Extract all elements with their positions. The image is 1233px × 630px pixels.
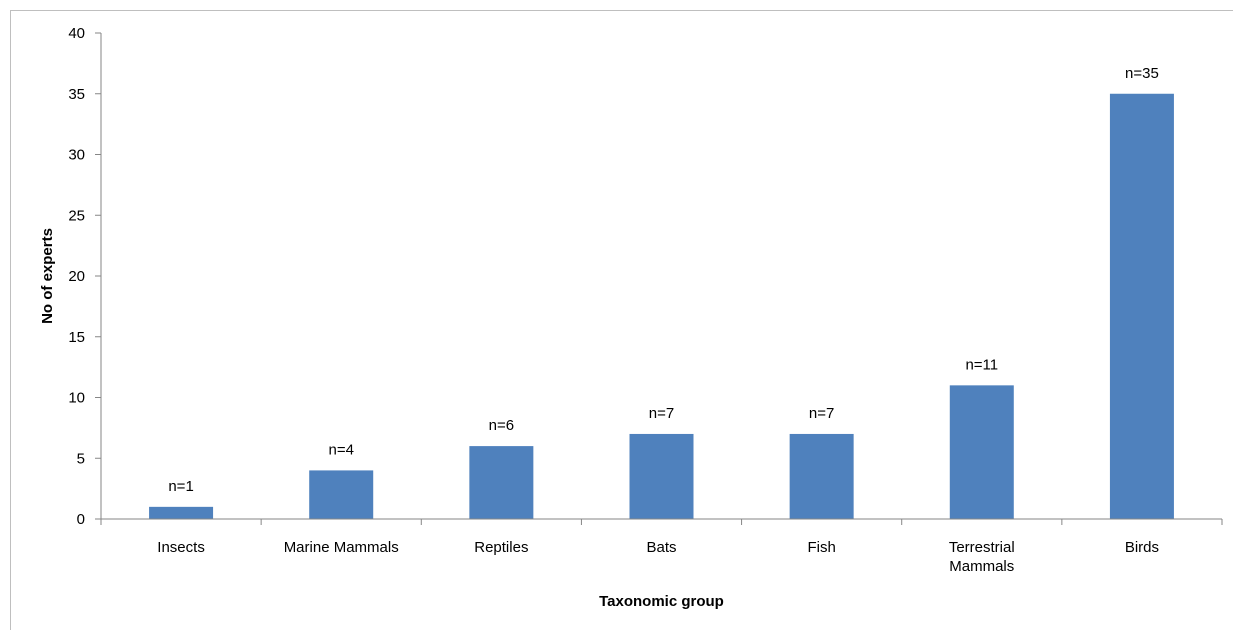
y-axis-title: No of experts: [39, 228, 56, 324]
x-category-label: Insects: [157, 539, 205, 556]
x-category-label: Fish: [807, 539, 835, 556]
y-tick-label: 10: [68, 390, 85, 407]
data-label: n=7: [809, 405, 834, 422]
x-category-label: Terrestrial: [949, 539, 1015, 556]
data-label: n=7: [649, 405, 674, 422]
bar: [309, 470, 374, 519]
x-category-label: Mammals: [949, 558, 1014, 575]
chart-frame: [10, 10, 1233, 630]
data-label: n=11: [965, 356, 998, 373]
bar: [469, 446, 534, 519]
bar: [629, 433, 694, 519]
y-tick-label: 5: [77, 450, 85, 467]
data-label: n=6: [489, 417, 514, 434]
bar: [789, 433, 854, 519]
bar: [149, 506, 214, 519]
y-tick-label: 25: [68, 207, 85, 224]
y-tick-label: 30: [68, 147, 85, 164]
y-tick-label: 0: [77, 511, 85, 528]
y-tick-label: 35: [68, 86, 85, 103]
y-tick-label: 20: [68, 268, 85, 285]
data-labels: n=1 n=4 n=6 n=7 n=7 n=11 n=35: [168, 65, 1158, 495]
bar: [949, 385, 1014, 519]
x-category-label: Reptiles: [474, 539, 528, 556]
data-label: n=1: [168, 478, 193, 495]
y-tick-label: 15: [68, 329, 85, 346]
x-category-label: Birds: [1125, 539, 1159, 556]
data-label: n=4: [328, 441, 353, 458]
x-category-label: Marine Mammals: [284, 539, 399, 556]
y-axis-ticks: 0 5 10 15 20 25 30 35 40: [68, 25, 101, 528]
bars: [149, 93, 1174, 519]
x-axis-title: Taxonomic group: [599, 593, 724, 610]
category-labels: Insects Marine Mammals Reptiles Bats Fish Ter…: [157, 539, 1159, 575]
bar: [1109, 93, 1174, 519]
y-tick-label: 40: [68, 25, 85, 42]
x-category-label: Bats: [646, 539, 676, 556]
x-axis-ticks: [100, 519, 1223, 525]
data-label: n=35: [1125, 65, 1159, 82]
